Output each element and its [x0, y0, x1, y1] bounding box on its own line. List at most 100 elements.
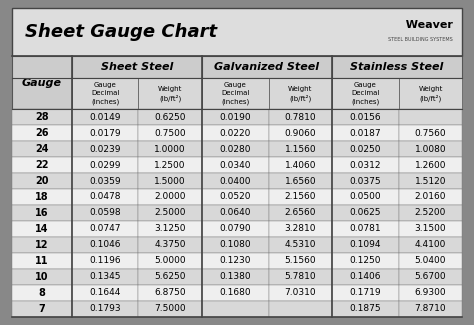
Bar — [332, 141, 399, 157]
Bar — [332, 301, 399, 317]
Text: 0.0149: 0.0149 — [89, 112, 121, 122]
Text: Weight
(lb/ft²): Weight (lb/ft²) — [158, 86, 182, 102]
Text: 0.0299: 0.0299 — [89, 161, 121, 170]
Text: 0.1875: 0.1875 — [350, 305, 381, 313]
Text: 5.6250: 5.6250 — [155, 272, 186, 281]
Text: 1.0000: 1.0000 — [155, 145, 186, 153]
Bar — [72, 109, 138, 125]
Bar — [72, 56, 202, 78]
Text: 20: 20 — [35, 176, 48, 186]
Text: Gauge
Decimal
(inches): Gauge Decimal (inches) — [221, 83, 249, 105]
Text: 1.4060: 1.4060 — [284, 161, 316, 170]
Text: 5.0000: 5.0000 — [155, 256, 186, 266]
Bar — [269, 78, 332, 109]
Bar — [202, 109, 269, 125]
Text: 0.1094: 0.1094 — [350, 240, 381, 250]
Text: 1.5000: 1.5000 — [155, 176, 186, 186]
Bar — [138, 301, 202, 317]
Text: 0.9060: 0.9060 — [284, 129, 316, 137]
Text: 0.7810: 0.7810 — [284, 112, 316, 122]
Bar — [332, 109, 399, 125]
Text: 1.6560: 1.6560 — [284, 176, 316, 186]
Bar — [399, 285, 462, 301]
Text: 0.1680: 0.1680 — [219, 288, 251, 297]
Bar — [399, 157, 462, 173]
Text: 2.5000: 2.5000 — [155, 208, 186, 217]
Bar — [138, 189, 202, 205]
Bar — [72, 78, 138, 109]
Text: 3.1500: 3.1500 — [415, 225, 447, 233]
Bar — [202, 56, 332, 78]
Bar — [138, 109, 202, 125]
Bar — [269, 253, 332, 269]
Bar — [269, 141, 332, 157]
Bar — [202, 237, 269, 253]
Bar — [399, 221, 462, 237]
Text: Weight
(lb/ft²): Weight (lb/ft²) — [418, 86, 443, 102]
Text: 28: 28 — [35, 112, 48, 122]
Bar — [202, 253, 269, 269]
Bar — [202, 221, 269, 237]
Bar — [202, 269, 269, 285]
Text: Weaver: Weaver — [398, 20, 453, 30]
Text: 4.3750: 4.3750 — [155, 240, 186, 250]
Bar — [12, 285, 72, 301]
Bar — [332, 173, 399, 189]
Text: 7: 7 — [38, 304, 45, 314]
Bar — [72, 173, 138, 189]
Text: 0.0400: 0.0400 — [219, 176, 251, 186]
Text: Galvanized Steel: Galvanized Steel — [214, 62, 319, 72]
Bar — [138, 157, 202, 173]
Text: 0.0187: 0.0187 — [350, 129, 381, 137]
Bar — [399, 141, 462, 157]
Text: 0.1230: 0.1230 — [219, 256, 251, 266]
Bar — [269, 173, 332, 189]
Bar — [12, 8, 462, 56]
Bar — [399, 189, 462, 205]
Text: 0.1406: 0.1406 — [350, 272, 381, 281]
Bar — [399, 125, 462, 141]
Text: 0.0156: 0.0156 — [350, 112, 381, 122]
Text: 0.0520: 0.0520 — [219, 192, 251, 202]
Text: 0.1250: 0.1250 — [350, 256, 381, 266]
Text: 0.1719: 0.1719 — [350, 288, 381, 297]
Text: 1.5120: 1.5120 — [415, 176, 446, 186]
Bar — [72, 301, 138, 317]
Text: 0.0190: 0.0190 — [219, 112, 251, 122]
Bar — [138, 205, 202, 221]
Text: 0.0359: 0.0359 — [89, 176, 121, 186]
Bar — [332, 189, 399, 205]
Bar — [202, 189, 269, 205]
Bar — [269, 301, 332, 317]
Text: 2.0160: 2.0160 — [415, 192, 446, 202]
Text: 1.0080: 1.0080 — [415, 145, 447, 153]
Text: 0.0280: 0.0280 — [219, 145, 251, 153]
Bar — [399, 109, 462, 125]
Text: 0.0781: 0.0781 — [350, 225, 381, 233]
Text: 0.1380: 0.1380 — [219, 272, 251, 281]
Text: 0.0312: 0.0312 — [350, 161, 381, 170]
Text: 5.0400: 5.0400 — [415, 256, 446, 266]
Bar — [332, 78, 399, 109]
Text: 22: 22 — [35, 160, 48, 170]
Text: 7.5000: 7.5000 — [155, 305, 186, 313]
Text: 0.7500: 0.7500 — [155, 129, 186, 137]
Text: Gauge
Decimal
(inches): Gauge Decimal (inches) — [351, 83, 380, 105]
Text: 1.2500: 1.2500 — [155, 161, 186, 170]
Text: 3.1250: 3.1250 — [155, 225, 186, 233]
Bar — [399, 253, 462, 269]
Bar — [332, 237, 399, 253]
Text: 7.8710: 7.8710 — [415, 305, 447, 313]
Bar — [399, 269, 462, 285]
Bar — [332, 157, 399, 173]
Text: 0.0375: 0.0375 — [350, 176, 381, 186]
Bar — [332, 221, 399, 237]
Bar — [138, 221, 202, 237]
Bar — [202, 78, 269, 109]
Bar — [12, 205, 72, 221]
Text: 10: 10 — [35, 272, 48, 282]
Text: 0.6250: 0.6250 — [155, 112, 186, 122]
Bar — [332, 285, 399, 301]
Bar — [399, 301, 462, 317]
Text: 16: 16 — [35, 208, 48, 218]
